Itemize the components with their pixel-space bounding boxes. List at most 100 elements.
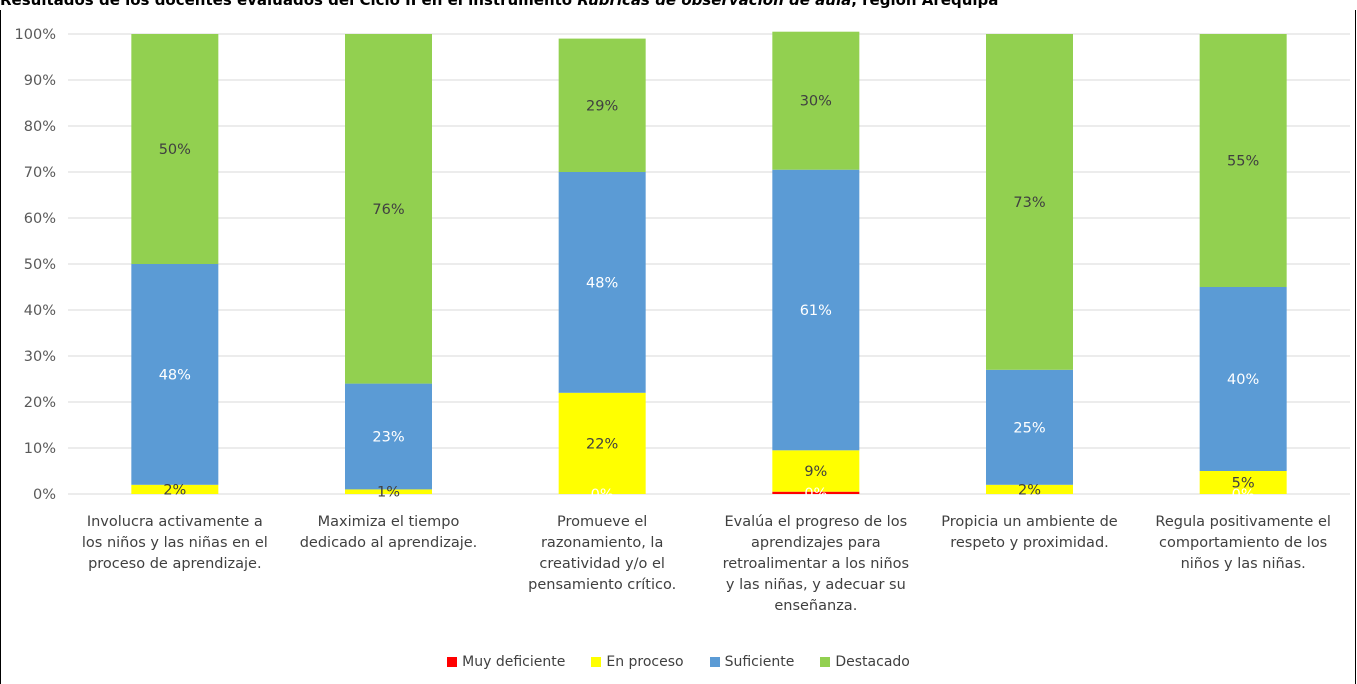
data-label-en-proceso: 5% [1232, 476, 1255, 492]
legend-label: Destacado [835, 654, 910, 670]
x-category-label-line: los niños y las niñas en el [81, 535, 268, 551]
bar-destacado [345, 34, 432, 384]
bars [131, 31, 1287, 494]
bar-suficiente [131, 264, 219, 485]
data-labels: 2% 48% 50% 1% 23% 76% 0% 22% 48% 29% 0% 9% 61% 30% 2% 2… [159, 94, 1260, 503]
bar-suficiente [986, 369, 1073, 485]
x-category-label-line: Propicia un ambiente de [941, 514, 1118, 530]
bar-en-proceso [1199, 471, 1287, 494]
legend-swatch [591, 657, 602, 667]
bar-destacado [986, 34, 1073, 370]
data-label-suficiente: 48% [586, 275, 618, 291]
title-part-2: , región Arequipa [851, 0, 999, 9]
legend-item-suficiente: Suficiente [709, 654, 795, 670]
x-category-label-line: proceso de aprendizaje. [88, 556, 262, 572]
gridlines [68, 33, 1350, 495]
data-label-destacado: 55% [1227, 154, 1259, 170]
bar-suficiente [345, 383, 432, 490]
x-category-label: Promueve el razonamiento, la creatividad y… [502, 512, 702, 596]
y-tick-label: 100% [15, 27, 56, 43]
bar-destacado [131, 34, 219, 264]
x-category-label: Evalúa el progreso de los aprendizajes pa… [716, 512, 916, 617]
data-label-suficiente: 23% [372, 430, 404, 446]
y-tick-label: 70% [24, 165, 56, 181]
x-category-label-line: respeto y proximidad. [950, 535, 1109, 551]
x-category-label-line: Involucra activamente a [86, 514, 263, 530]
data-label-muy-deficiente: 0% [1232, 487, 1255, 503]
data-label-suficiente: 48% [159, 367, 191, 383]
y-tick-label: 20% [24, 395, 56, 411]
data-label-destacado: 50% [159, 142, 191, 158]
x-category-label-line: Evalúa el progreso de los [724, 514, 908, 530]
x-category-label: Involucra activamente a los niños y las n… [75, 512, 275, 575]
data-label-suficiente: 40% [1227, 372, 1259, 388]
legend: Muy deficiente En proceso Suficiente Destac… [0, 651, 1357, 673]
data-label-muy-deficiente: 0% [804, 486, 827, 502]
bar-destacado [558, 38, 646, 172]
y-tick-label: 80% [24, 119, 56, 135]
data-label-suficiente: 61% [800, 303, 832, 319]
x-category-label-line: dedicado al aprendizaje. [299, 535, 478, 551]
data-label-en-proceso: 2% [1018, 482, 1041, 498]
bar-en-proceso [558, 392, 646, 494]
bar-en-proceso [345, 489, 432, 494]
title-part-1: Resultados de los docentes evaluados del… [0, 0, 578, 9]
data-label-destacado: 73% [1013, 195, 1045, 211]
legend-label: Muy deficiente [462, 654, 566, 670]
x-category-label: Maximiza el tiempo dedicado al aprendizaj… [289, 512, 489, 554]
x-category-label-line: Maximiza el tiempo [317, 514, 460, 530]
legend-item-muy-deficiente: Muy deficiente [447, 654, 565, 670]
y-tick-label: 60% [24, 211, 56, 227]
x-category-label-line: creatividad y/o el [539, 556, 665, 572]
x-category-label-line: razonamiento, la [540, 535, 664, 551]
bar-destacado [1199, 34, 1287, 287]
y-tick-label: 50% [24, 257, 56, 273]
x-category-label-line: enseñanza. [774, 598, 858, 614]
data-label-en-proceso: 22% [586, 436, 618, 452]
x-category-label: Regula positivamente el comportamiento de… [1143, 512, 1343, 575]
data-label-en-proceso: 1% [377, 485, 400, 501]
bar-suficiente [1199, 287, 1287, 471]
x-category-label: Propicia un ambiente de respeto y proximi… [930, 512, 1130, 554]
y-tick-label: 30% [24, 349, 56, 365]
legend-swatch [709, 657, 720, 667]
bar-suficiente [772, 169, 860, 451]
data-label-en-proceso: 2% [163, 482, 186, 498]
x-category-label-line: Regula positivamente el [1155, 514, 1331, 530]
y-tick-label: 10% [24, 441, 56, 457]
legend-item-en-proceso: En proceso [591, 654, 684, 670]
data-label-destacado: 30% [800, 94, 832, 110]
bar-en-proceso [131, 484, 219, 494]
y-tick-label: 40% [24, 303, 56, 319]
y-tick-label: 0% [33, 487, 56, 503]
bar-suficiente [558, 172, 646, 393]
x-category-label-line: y las niñas, y adecuar su [725, 577, 906, 593]
legend-swatch [447, 657, 458, 667]
x-category-label-line: aprendizajes para [751, 535, 881, 551]
x-category-label-line: comportamiento de los [1159, 535, 1328, 551]
bar-en-proceso [986, 484, 1073, 494]
y-tick-label: 90% [24, 73, 56, 89]
legend-label: En proceso [606, 654, 684, 670]
x-category-label-line: pensamiento crítico. [528, 577, 677, 593]
data-label-destacado: 76% [372, 202, 404, 218]
x-category-label-line: niños y las niñas. [1180, 556, 1306, 572]
bar-en-proceso [772, 450, 860, 492]
data-label-en-proceso: 9% [804, 464, 827, 480]
data-label-destacado: 29% [586, 98, 618, 114]
legend-label: Suficiente [724, 654, 795, 670]
x-category-label-line: Promueve el [557, 514, 648, 530]
data-label-muy-deficiente: 0% [591, 487, 614, 503]
data-label-suficiente: 25% [1013, 420, 1045, 436]
chart-title: Resultados de los docentes evaluados del… [0, 0, 1357, 10]
bar-muy-deficiente [772, 491, 860, 494]
y-axis-ticks: 0% 10% 20% 30% 40% 50% 60% 70% 80% 90% 100% [15, 27, 56, 503]
legend-item-destacado: Destacado [820, 654, 910, 670]
x-category-label-line: retroalimentar a los niños [722, 556, 910, 572]
chart-area [0, 10, 1356, 684]
bar-destacado [772, 31, 860, 170]
title-instrument-name: Rúbricas de observación de aula [577, 0, 852, 9]
legend-swatch [820, 657, 831, 667]
